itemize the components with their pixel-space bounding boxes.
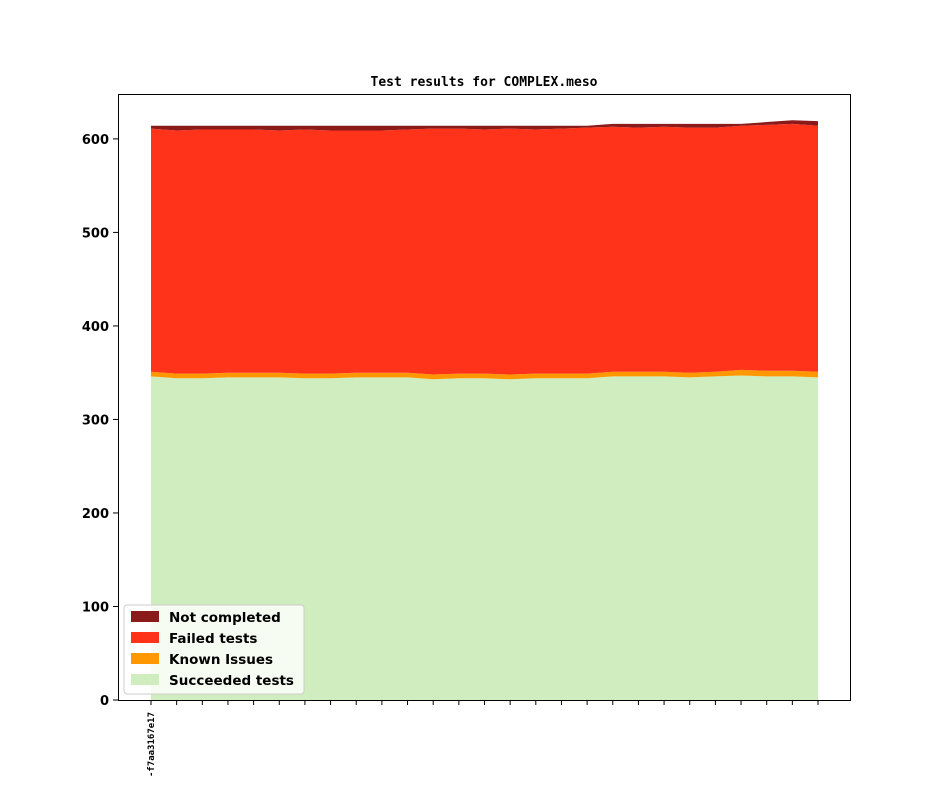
- y-tick-label: 300: [82, 413, 109, 428]
- y-tick-label: 0: [100, 694, 109, 709]
- y-tick-label: 500: [82, 226, 109, 241]
- legend-swatch-known-issues: [131, 653, 159, 664]
- y-tick-label: 200: [82, 507, 109, 522]
- legend-swatch-succeeded-tests: [131, 674, 159, 685]
- y-tick-label: 400: [82, 320, 109, 335]
- legend-label-failed-tests: Failed tests: [169, 631, 257, 647]
- y-axis: 0 100 200 300 400 500 600: [82, 133, 118, 709]
- x-tick-label: -f7aa3167e17: [147, 712, 157, 777]
- chart-title: Test results for COMPLEX.meso: [371, 75, 598, 90]
- area-not-completed: [151, 120, 818, 131]
- legend-swatch-not-completed: [131, 611, 159, 622]
- area-known-issues: [151, 369, 818, 380]
- x-axis: -f7aa3167e17: [147, 700, 819, 777]
- legend-label-succeeded-tests: Succeeded tests: [169, 673, 294, 689]
- y-tick-label: 600: [82, 133, 109, 148]
- legend-box: [123, 604, 305, 695]
- y-tick-label: 100: [82, 600, 109, 615]
- legend-swatch-failed-tests: [131, 632, 159, 643]
- legend-label-not-completed: Not completed: [169, 610, 281, 626]
- area-series-group: [151, 120, 818, 700]
- legend-label-known-issues: Known Issues: [169, 652, 273, 668]
- legend: Not completed Failed tests Known Issues Suc…: [123, 604, 305, 695]
- area-succeeded-tests: [151, 375, 818, 700]
- area-failed-tests: [151, 123, 818, 375]
